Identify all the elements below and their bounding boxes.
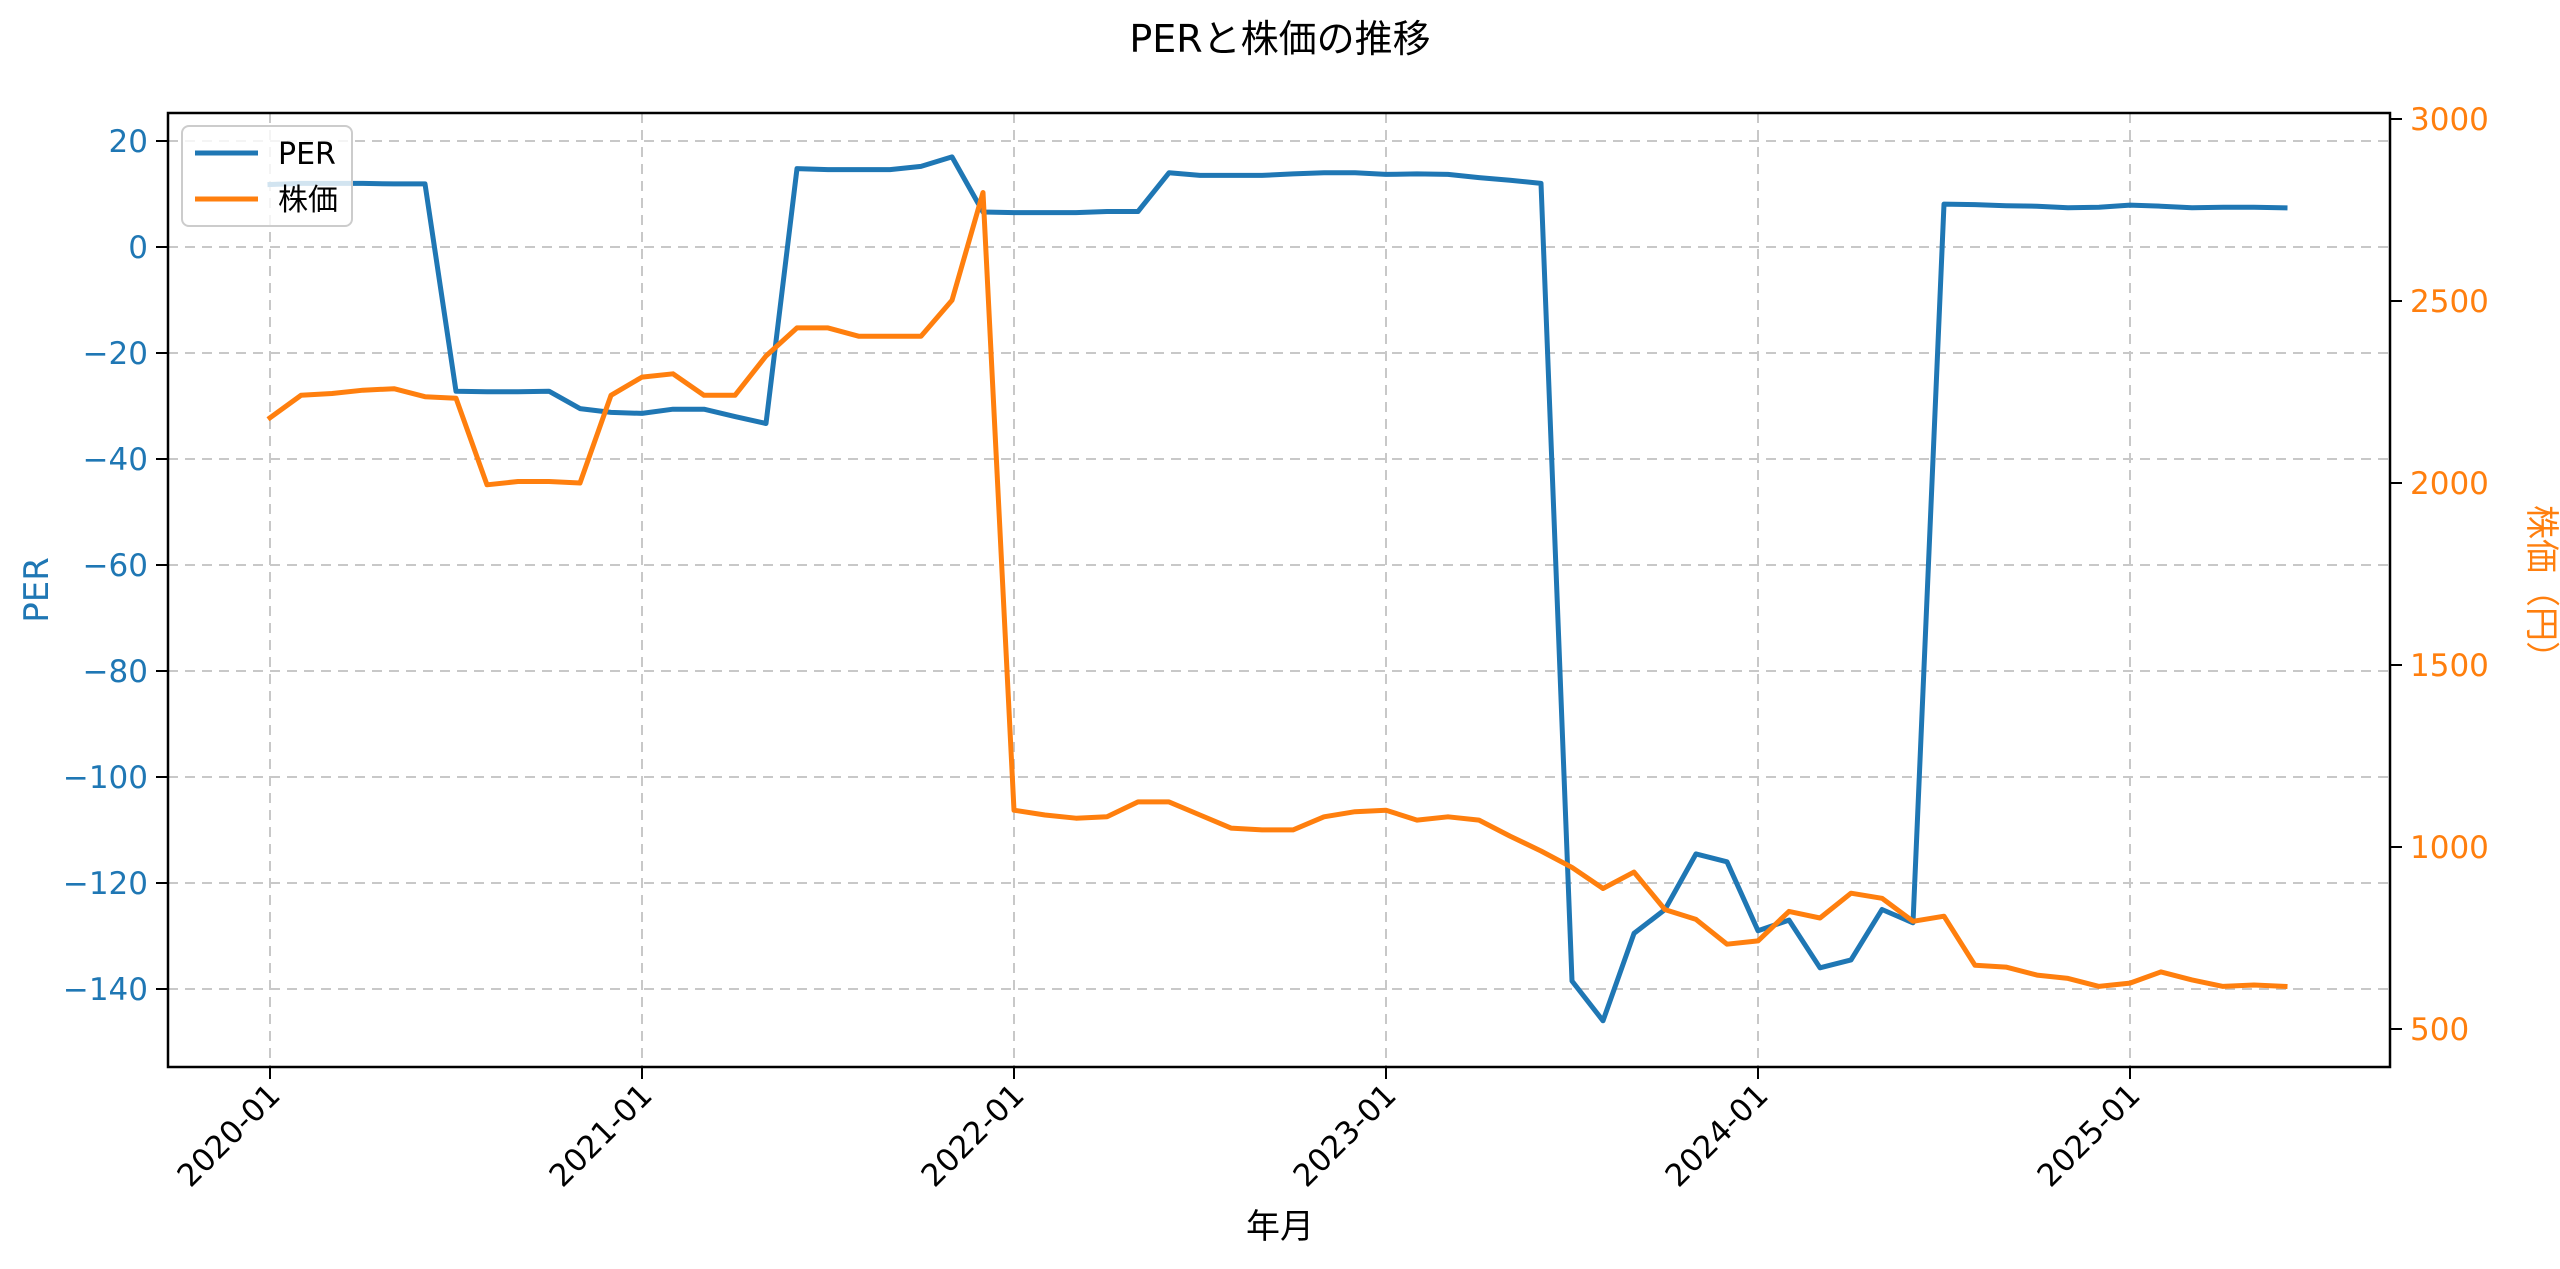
- plot-area-frame: [166, 111, 2392, 1069]
- right-y-axis-label: 株価（円）: [2521, 505, 2560, 675]
- left-tick-label: 0: [128, 230, 148, 266]
- legend-price-label: 株価: [278, 183, 338, 218]
- x-axis-label: 年月: [1246, 1207, 1314, 1247]
- x-tick-label: 2023-01: [1287, 1077, 1404, 1194]
- x-tick-label: 2022-01: [915, 1077, 1032, 1194]
- left-tick-label: −20: [83, 336, 148, 372]
- left-tick-label: −40: [83, 442, 148, 478]
- chart-title: PERと株価の推移: [1129, 17, 1430, 61]
- right-tick-label: 3000: [2410, 102, 2489, 138]
- left-tick-label: −80: [83, 654, 148, 690]
- x-tick-label: 2025-01: [2031, 1077, 2148, 1194]
- grid-lines: [168, 113, 2390, 1067]
- x-tick-label: 2020-01: [171, 1077, 288, 1194]
- left-tick-label: −120: [63, 866, 148, 902]
- left-tick-label: −100: [63, 760, 148, 796]
- right-tick-label: 2000: [2410, 466, 2489, 502]
- right-tick-label: 1500: [2410, 648, 2489, 684]
- left-tick-label: −140: [63, 972, 148, 1008]
- x-tick-label: 2024-01: [1659, 1077, 1776, 1194]
- right-y-axis-ticks: 3000 2500 2000 1500 1000 500: [2390, 102, 2489, 1048]
- price-line: [266, 190, 2288, 990]
- right-tick-label: 1000: [2410, 830, 2489, 866]
- left-tick-label: −60: [83, 548, 148, 584]
- left-tick-label: 20: [109, 124, 148, 160]
- left-y-axis-ticks: 20 0 −20 −40 −60 −80 −100 −120 −140: [63, 124, 168, 1008]
- legend: PER 株価: [181, 125, 353, 227]
- x-axis-ticks: 2020-01 2021-01 2022-01 2023-01 2024-01 2025-…: [171, 1067, 2148, 1194]
- per-line: [267, 154, 2288, 1024]
- x-tick-label: 2021-01: [543, 1077, 660, 1194]
- legend-per-label: PER: [278, 137, 336, 172]
- right-tick-label: 500: [2410, 1012, 2469, 1048]
- series-lines: [266, 154, 2288, 1024]
- left-y-axis-label: PER: [17, 557, 57, 623]
- right-tick-label: 2500: [2410, 284, 2489, 320]
